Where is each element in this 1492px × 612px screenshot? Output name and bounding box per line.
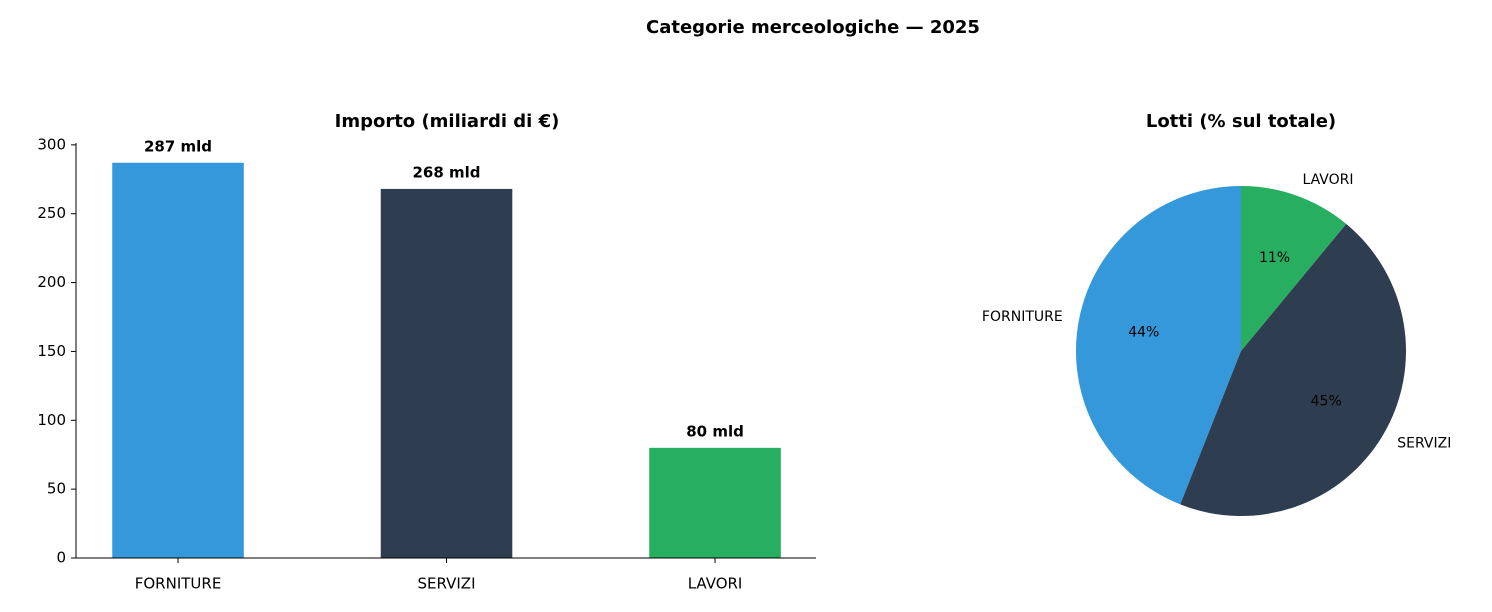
y-tick-label: 150 [37,342,66,360]
x-tick-label: SERVIZI [418,575,476,593]
x-tick-label: FORNITURE [135,575,222,593]
y-tick-label: 250 [37,204,66,222]
y-tick-label: 0 [56,549,66,567]
y-tick-label: 100 [37,411,66,429]
bar [649,447,781,558]
bar [380,188,513,558]
pie-slice [1076,186,1241,505]
figure-title: Categorie merceologiche — 2025 [646,17,980,38]
x-tick-label: LAVORI [688,575,743,593]
pct-label: 45% [1311,393,1342,409]
y-tick-label: 50 [47,480,66,498]
value-label: 268 mld [413,163,481,181]
slice-label: SERVIZI [1397,435,1451,451]
pct-label: 11% [1259,250,1290,266]
value-label: 80 mld [686,422,744,440]
y-tick-label: 200 [37,273,66,291]
pie-slice [1180,223,1406,517]
y-tick-label: 300 [37,135,66,153]
pie-slice [1241,186,1347,351]
slice-label: LAVORI [1302,172,1353,188]
chart-title: Importo (miliardi di €) [335,111,560,132]
chart-title: Lotti (% sul totale) [1146,111,1336,132]
bar [112,162,244,558]
value-label: 287 mld [144,137,212,155]
pct-label: 44% [1128,324,1159,340]
slice-label: FORNITURE [982,309,1063,325]
